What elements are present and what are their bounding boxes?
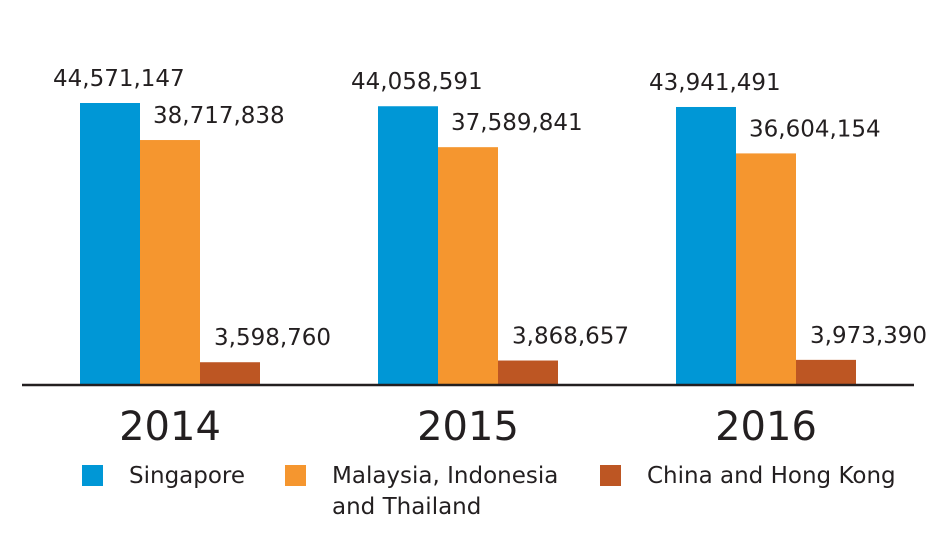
value-labels-group: 44,571,147 38,717,838 3,598,760 44,058,591 3… <box>53 66 927 351</box>
bar-china-hong-kong-2014 <box>200 362 260 385</box>
legend-label-china-hong-kong: China and Hong Kong <box>647 463 896 489</box>
legend-label-singapore: Singapore <box>129 463 246 489</box>
bar-singapore-2014 <box>80 103 140 385</box>
value-label-china-hong-kong-2016: 3,973,390 <box>810 323 927 349</box>
category-label-2016: 2016 <box>715 404 817 450</box>
bar-singapore-2015 <box>378 106 438 385</box>
value-label-singapore-2014: 44,571,147 <box>53 66 185 92</box>
bar-china-hong-kong-2015 <box>498 360 558 385</box>
legend-swatch-china-hong-kong <box>600 465 621 486</box>
category-label-2015: 2015 <box>417 404 519 450</box>
bar-chart: 44,571,147 38,717,838 3,598,760 44,058,591 3… <box>22 66 927 450</box>
bar-malaysia-indonesia-thailand-2014 <box>140 140 200 385</box>
legend: Singapore Malaysia, Indonesia and Thaila… <box>0 461 936 533</box>
value-label-malaysia-indonesia-thailand-2014: 38,717,838 <box>153 103 285 129</box>
bars-group <box>80 103 856 385</box>
category-labels-group: 2014 2015 2016 <box>119 404 817 450</box>
category-label-2014: 2014 <box>119 404 221 450</box>
legend-swatch-singapore <box>82 465 103 486</box>
value-label-malaysia-indonesia-thailand-2015: 37,589,841 <box>451 110 583 136</box>
bar-singapore-2016 <box>676 106 736 385</box>
bar-china-hong-kong-2016 <box>796 359 856 385</box>
bar-malaysia-indonesia-thailand-2016 <box>736 153 796 385</box>
value-label-singapore-2015: 44,058,591 <box>351 69 483 95</box>
legend-label-malaysia-line2: and Thailand <box>332 494 482 520</box>
legend-label-malaysia-line1: Malaysia, Indonesia <box>332 463 559 489</box>
legend-swatch-malaysia-indonesia-thailand <box>285 465 306 486</box>
value-label-singapore-2016: 43,941,491 <box>649 70 781 96</box>
value-label-china-hong-kong-2014: 3,598,760 <box>214 325 331 351</box>
value-label-malaysia-indonesia-thailand-2016: 36,604,154 <box>749 116 881 142</box>
bar-malaysia-indonesia-thailand-2015 <box>438 147 498 385</box>
value-label-china-hong-kong-2015: 3,868,657 <box>512 324 629 350</box>
